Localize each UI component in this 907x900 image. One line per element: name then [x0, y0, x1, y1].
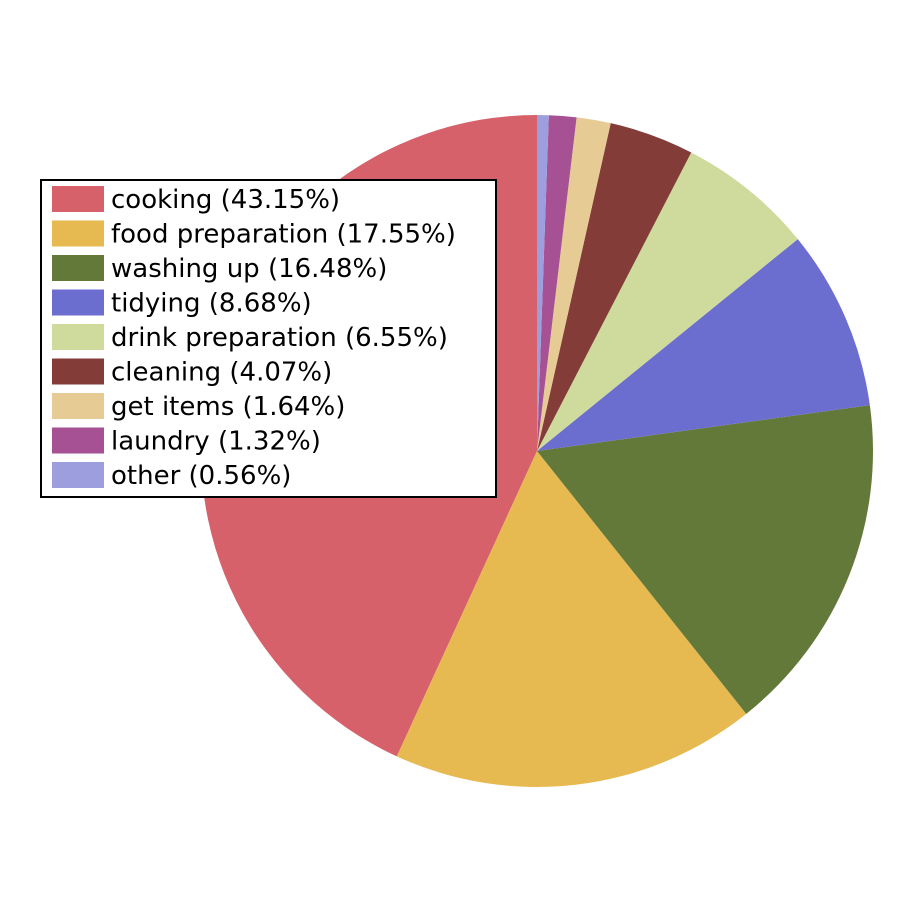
legend-swatch-get-items [52, 393, 104, 419]
pie-slice-cleaning [537, 123, 692, 452]
legend-swatch-other [52, 462, 104, 488]
legend-label-food-preparation: food preparation (17.55%) [111, 220, 456, 250]
pie-slice-tidying [537, 239, 870, 451]
legend-swatch-drink-preparation [52, 324, 104, 350]
pie-slice-drink-preparation [537, 152, 798, 452]
pie-slice-other [537, 115, 549, 451]
legend-swatch-cooking [52, 186, 104, 212]
legend-swatch-tidying [52, 289, 104, 316]
pie-slice-get-items [537, 117, 611, 451]
legend-label-laundry: laundry (1.32%) [111, 427, 321, 457]
pie-slice-food-preparation [396, 451, 747, 788]
legend-frame [40, 179, 497, 498]
pie-slice-washing-up [537, 405, 873, 714]
pie-slice-laundry [537, 115, 577, 452]
legend-swatch-washing-up [52, 255, 104, 281]
legend-swatch-laundry [52, 427, 104, 454]
legend-label-tidying: tidying (8.68%) [111, 289, 312, 319]
legend-label-cleaning: cleaning (4.07%) [111, 358, 332, 388]
legend-label-drink-preparation: drink preparation (6.55%) [111, 323, 448, 353]
chart-legend: cooking (43.15%) food preparation (17.55%… [40, 179, 497, 498]
legend-label-get-items: get items (1.64%) [111, 392, 345, 422]
legend-label-other: other (0.56%) [111, 461, 291, 491]
legend-entries: cooking (43.15%) food preparation (17.55%… [52, 185, 456, 491]
legend-label-cooking: cooking (43.15%) [111, 185, 340, 215]
legend-swatch-cleaning [52, 358, 104, 385]
legend-swatch-food-preparation [52, 220, 104, 247]
legend-label-washing-up: washing up (16.48%) [111, 254, 387, 284]
